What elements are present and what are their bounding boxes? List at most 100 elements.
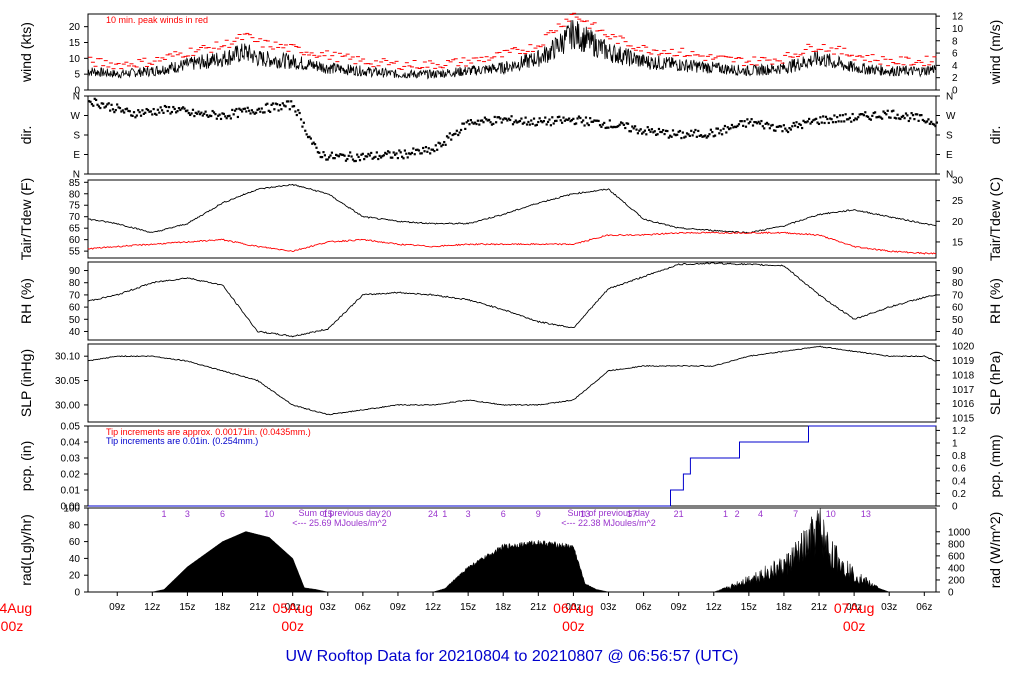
ylabel-pressure: SLP (inHg): [18, 349, 34, 417]
direction-point: [819, 116, 822, 119]
radiation-hour-label: 6: [220, 509, 225, 519]
direction-point: [163, 104, 166, 108]
direction-point: [102, 102, 105, 105]
ytick-label-right-radiation: 600: [948, 551, 965, 562]
direction-point: [448, 132, 451, 135]
direction-point: [809, 122, 812, 125]
direction-point: [379, 156, 383, 159]
direction-point: [114, 109, 117, 112]
direction-point: [562, 116, 565, 119]
xtick-label: 03z: [320, 602, 336, 613]
direction-point: [175, 111, 178, 114]
direction-point: [899, 117, 902, 121]
direction-point: [503, 117, 506, 120]
direction-point: [854, 117, 857, 120]
direction-point: [931, 122, 934, 126]
direction-point: [342, 153, 345, 156]
direction-point: [413, 153, 416, 156]
direction-point: [285, 100, 289, 103]
direction-point: [850, 120, 853, 123]
ytick-label-left-precipitation: 0.04: [61, 438, 81, 449]
direction-point: [838, 114, 842, 117]
direction-point: [607, 126, 610, 129]
direction-point: [927, 118, 930, 121]
ylabel-precipitation: pcp. (in): [18, 441, 34, 492]
direction-point: [438, 142, 442, 145]
direction-point: [681, 131, 684, 134]
direction-point: [224, 115, 227, 118]
direction-point: [420, 152, 423, 155]
direction-point: [207, 115, 210, 118]
direction-point: [594, 119, 597, 122]
ytick-label-right-wind: 12: [952, 12, 964, 23]
direction-point: [391, 156, 394, 159]
direction-point: [176, 110, 179, 113]
ytick-label-left-humidity: 90: [69, 266, 81, 277]
direction-point: [204, 110, 207, 113]
direction-point: [451, 133, 454, 137]
direction-point: [138, 111, 141, 114]
direction-point: [541, 121, 544, 124]
ytick-label-right-radiation: 800: [948, 539, 965, 550]
direction-point: [187, 111, 190, 115]
ytick-label-right-temperature: 15: [952, 237, 964, 248]
direction-point: [694, 128, 697, 132]
direction-point: [568, 117, 571, 120]
direction-point: [302, 121, 305, 124]
direction-point: [433, 150, 436, 153]
direction-point: [337, 155, 341, 158]
direction-point: [601, 123, 604, 126]
direction-point: [88, 100, 91, 103]
direction-point: [735, 125, 738, 129]
direction-point: [118, 106, 122, 110]
radiation-sum-note-line1: Sum of previous day: [298, 508, 381, 518]
direction-point: [546, 120, 550, 124]
ytick-label-right-pressure: 1019: [952, 356, 975, 367]
direction-point: [233, 109, 237, 112]
direction-point: [617, 125, 620, 128]
ytick-label-right-precipitation: 1.2: [952, 426, 966, 437]
direction-point: [655, 133, 658, 137]
ytick-label-right-temperature: 25: [952, 196, 964, 207]
direction-point: [638, 129, 641, 132]
direction-point: [699, 134, 703, 137]
direction-point: [471, 121, 474, 124]
ytick-label-left-humidity: 50: [69, 315, 81, 326]
direction-point: [170, 110, 174, 114]
direction-point: [162, 111, 165, 114]
direction-point: [271, 102, 275, 105]
panel-frame-pressure: [87, 343, 937, 423]
radiation-hour-label: 24: [428, 509, 438, 519]
direction-point: [306, 135, 310, 139]
direction-point: [266, 102, 269, 105]
direction-point: [365, 155, 369, 158]
direction-point: [415, 148, 418, 152]
direction-point: [584, 116, 588, 119]
direction-point: [496, 116, 499, 119]
direction-point: [789, 128, 792, 131]
direction-point: [687, 133, 690, 136]
ytick-label-left-direction: S: [73, 131, 80, 142]
direction-point: [875, 116, 878, 119]
direction-point: [893, 116, 896, 119]
ylabel-right-wind: wind (m/s): [987, 20, 1003, 86]
direction-point: [848, 116, 851, 120]
direction-point: [488, 118, 491, 122]
direction-point: [406, 156, 409, 159]
direction-point: [917, 119, 920, 122]
direction-point: [688, 134, 691, 138]
direction-point: [277, 109, 280, 112]
direction-point: [500, 121, 503, 124]
direction-point: [298, 111, 301, 115]
direction-point: [740, 120, 743, 123]
direction-point: [677, 130, 680, 133]
direction-point: [621, 122, 624, 125]
direction-point: [664, 129, 668, 132]
direction-point: [600, 125, 603, 128]
direction-point: [405, 152, 408, 155]
direction-point: [372, 156, 376, 159]
direction-point: [865, 115, 868, 118]
ytick-label-left-direction: W: [71, 111, 81, 122]
direction-point: [232, 113, 235, 116]
direction-point: [632, 127, 635, 130]
